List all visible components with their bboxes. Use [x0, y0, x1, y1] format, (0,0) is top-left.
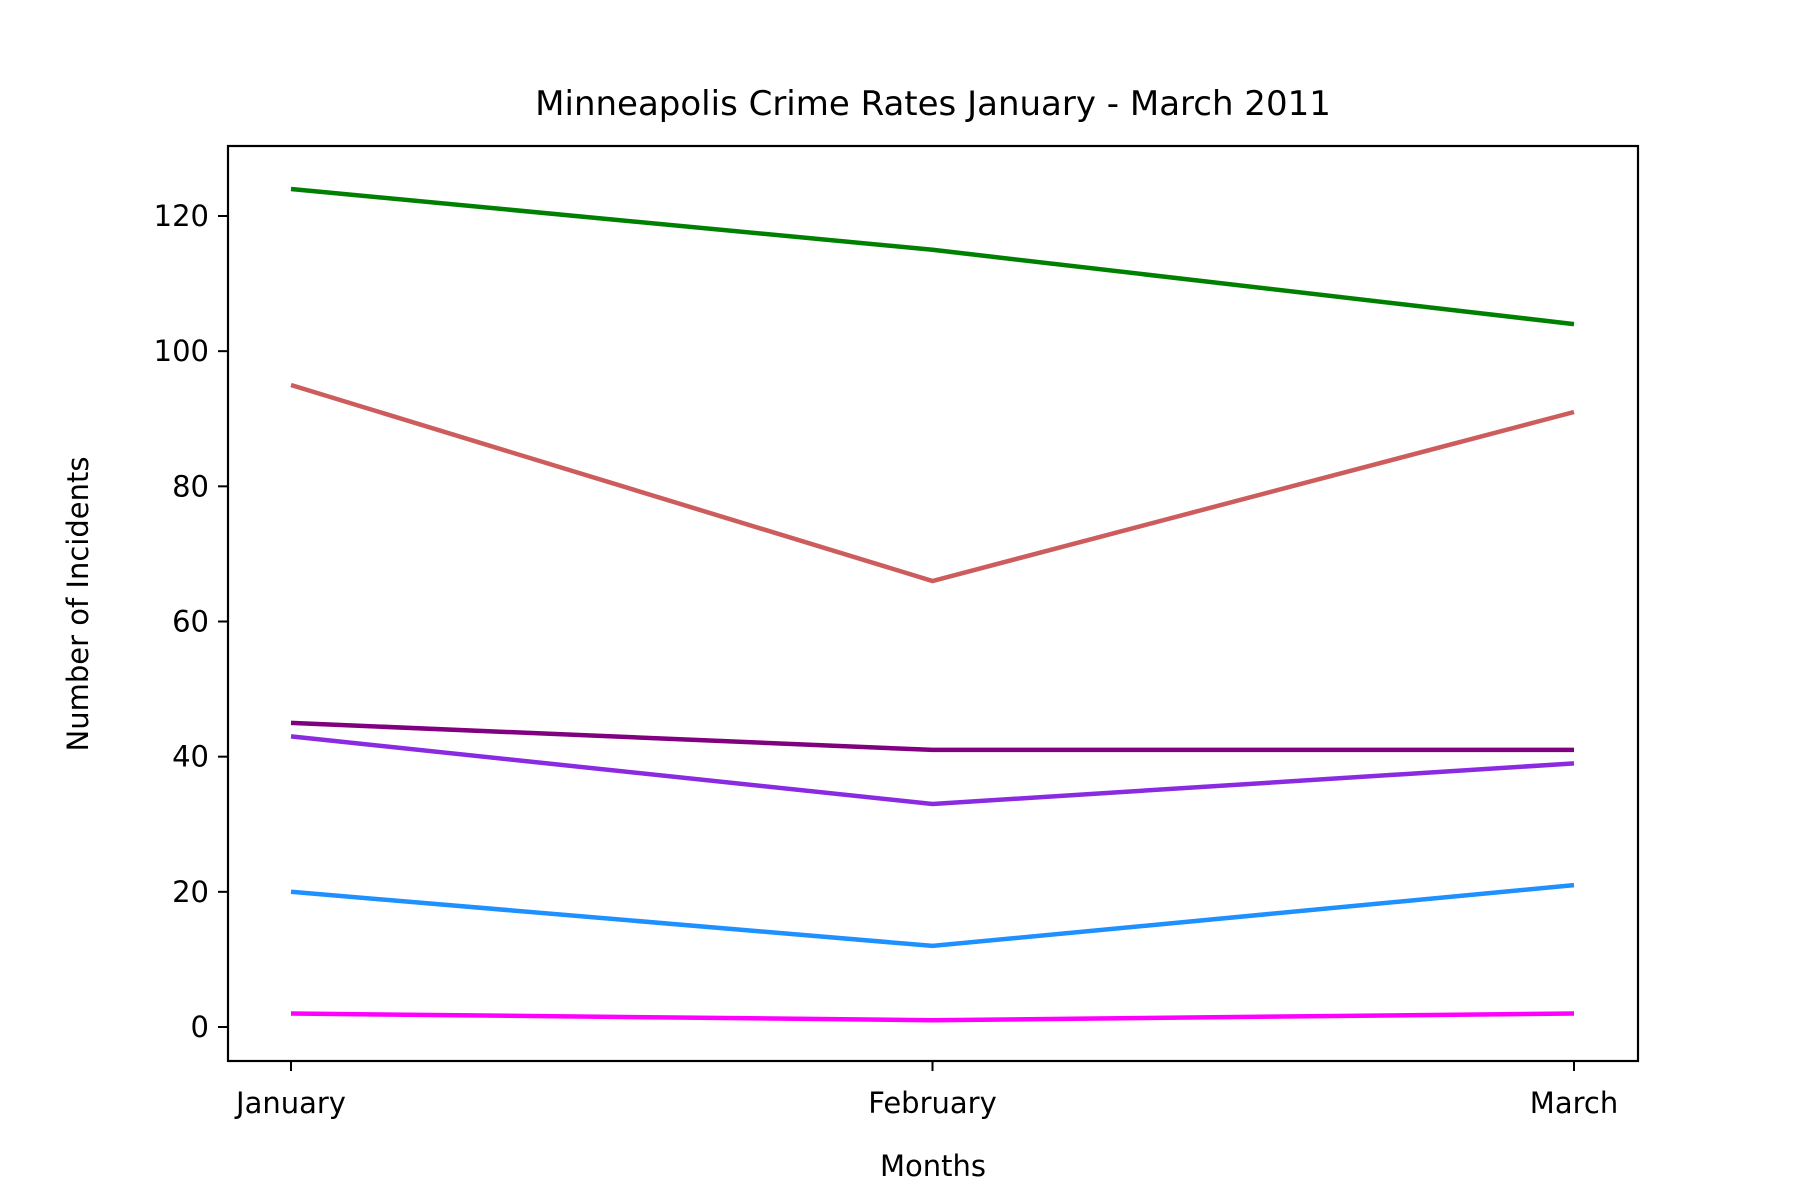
chart-title: Minneapolis Crime Rates January - March … — [535, 84, 1331, 124]
x-tick-label: February — [868, 1086, 997, 1120]
series-line-1 — [290, 186, 1575, 327]
x-tick-label: March — [1530, 1086, 1618, 1120]
y-tick-label: 60 — [172, 605, 209, 639]
y-tick-label: 0 — [191, 1010, 209, 1044]
y-axis-ticks: 0 20 40 60 80 100 120 — [154, 199, 228, 1044]
series-line-3 — [290, 720, 1574, 753]
series-line-4 — [290, 734, 1575, 807]
y-tick-label: 20 — [172, 875, 209, 909]
series-layer — [290, 186, 1575, 1023]
y-tick-label: 120 — [154, 199, 209, 233]
y-tick-label: 40 — [172, 740, 209, 774]
y-axis-label: Number of Incidents — [61, 457, 95, 752]
series-line-2 — [290, 382, 1575, 584]
y-tick-label: 100 — [154, 334, 209, 368]
x-tick-label: January — [234, 1086, 346, 1120]
x-axis-ticks: January February March — [234, 1061, 1618, 1120]
y-tick-label: 80 — [172, 469, 209, 503]
x-axis-label: Months — [880, 1149, 986, 1183]
series-line-5 — [290, 882, 1575, 949]
series-line-6 — [290, 1011, 1575, 1023]
